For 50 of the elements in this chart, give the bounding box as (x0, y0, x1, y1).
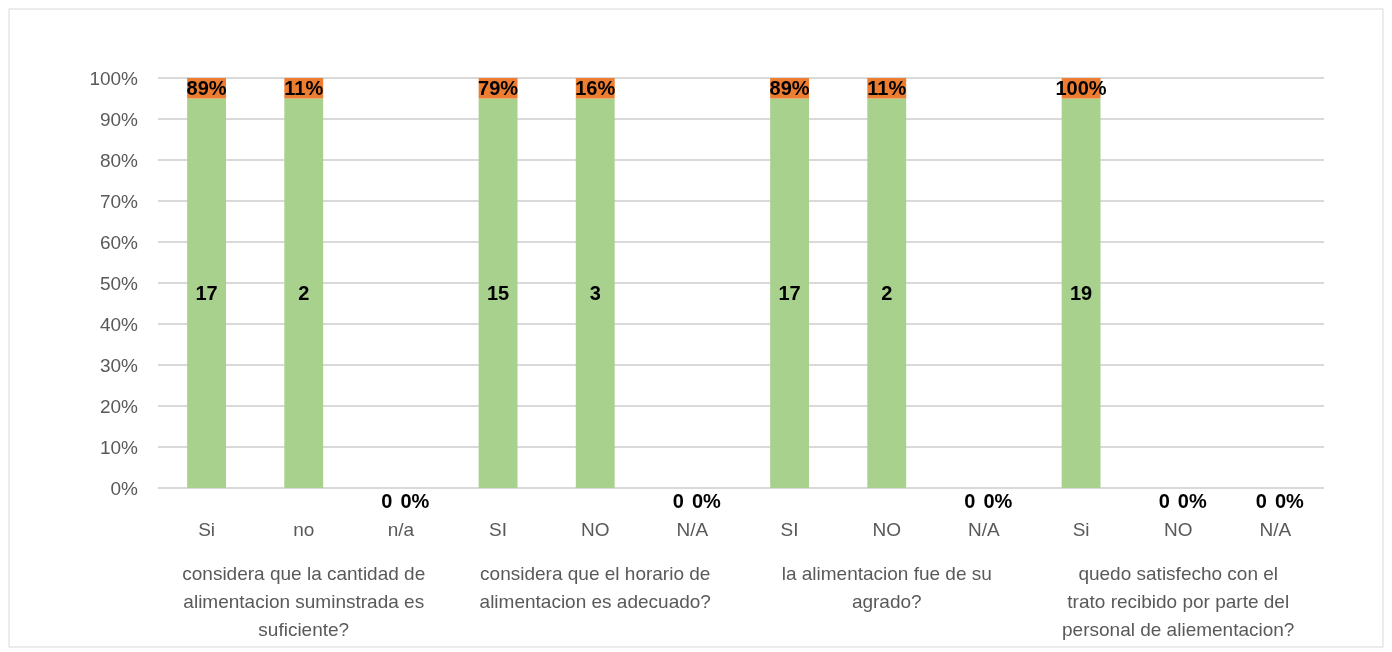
annotation: 11% (284, 77, 324, 100)
x-tick-label: Si (198, 519, 216, 540)
annotation: 16% (575, 77, 616, 100)
y-tick-label: 0% (110, 478, 139, 499)
x-tick-label: SI (780, 519, 799, 540)
annotation: 79% (478, 77, 519, 100)
text: 0% (1274, 490, 1305, 512)
x-tick-label: N/A (1259, 519, 1292, 540)
y-tick-label: 80% (99, 150, 139, 171)
y-tick-label: 90% (99, 109, 139, 130)
x-tick-label: n/a (387, 519, 415, 540)
text: 0% (983, 490, 1013, 512)
y-tick-label: 30% (99, 355, 139, 376)
text: la alimentacion fue de su agrado? (781, 563, 992, 612)
x-tick-label: SI (489, 519, 508, 540)
annotation: 11% (867, 77, 907, 100)
annotation: 19 (1069, 282, 1093, 305)
annotation: 3 (589, 282, 601, 305)
y-tick-label: 60% (99, 232, 139, 253)
text: 0% (691, 490, 722, 512)
annotation: 2 (881, 282, 893, 305)
text: 0 (1158, 490, 1170, 512)
text: 0% (400, 490, 430, 512)
annotation: 17 (195, 282, 218, 305)
text: considera que la cantidad de alimentacion suminstrada es suficiente? (182, 563, 426, 640)
x-tick-label: NO (1164, 519, 1193, 540)
text: 0 (1255, 490, 1267, 512)
y-tick-label: 50% (99, 273, 139, 294)
annotation: 2 (298, 282, 310, 305)
text: 0% (1177, 490, 1207, 512)
x-tick-label: NO (581, 519, 610, 540)
text: 0 (672, 490, 684, 512)
text: considera que el horario de alimentacion es adecuado? (479, 563, 711, 612)
annotation: 15 (486, 282, 510, 305)
x-tick-label: NO (872, 519, 901, 540)
annotation: 17 (778, 282, 801, 305)
x-tick-label: no (293, 519, 315, 540)
y-tick-label: 10% (99, 437, 139, 458)
text: quedo satisfecho con el trato recibido por parte del personal de aliementacion? (1062, 563, 1295, 640)
x-tick-label: Si (1072, 519, 1090, 540)
y-tick-label: 70% (99, 191, 139, 212)
annotation: 89% (769, 77, 810, 100)
x-tick-label: N/A (968, 519, 1001, 540)
text: 0 (964, 490, 976, 512)
annotation: 89% (186, 77, 227, 100)
y-tick-label: 20% (99, 396, 139, 417)
y-tick-label: 100% (89, 68, 139, 89)
y-tick-label: 40% (99, 314, 139, 335)
text: 0 (381, 490, 393, 512)
x-tick-label: N/A (676, 519, 709, 540)
